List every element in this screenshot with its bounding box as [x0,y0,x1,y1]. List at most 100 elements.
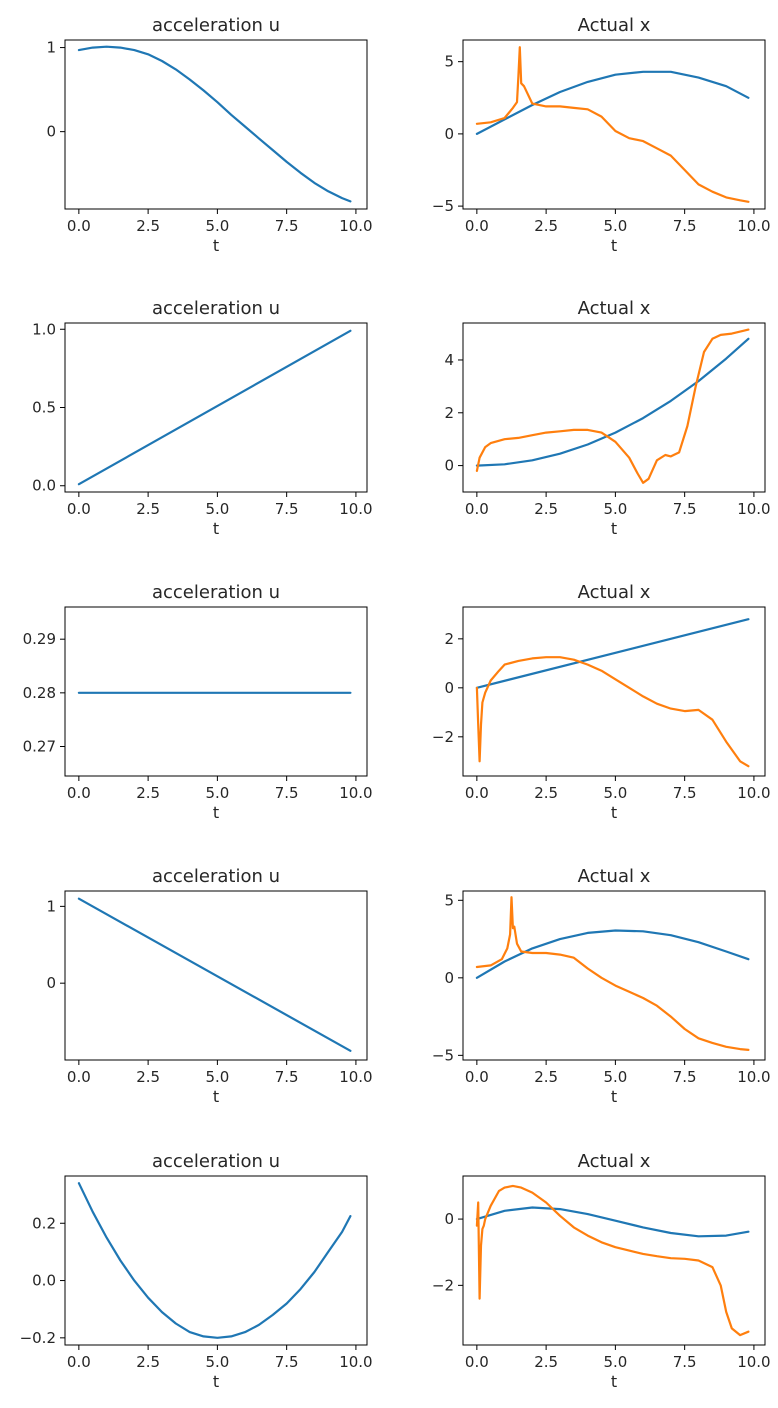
series-line-2 [475,656,750,768]
subplot-title: acceleration u [152,866,280,887]
series-line-1 [475,70,750,135]
x-tick-label: 10.0 [339,217,372,235]
y-tick-label: 0 [444,679,454,697]
x-tick-label: 7.5 [275,500,299,518]
x-tick-label: 5.0 [205,1068,229,1086]
y-tick-label: 1.0 [32,320,56,338]
subplot-title: Actual x [578,298,651,319]
y-tick-label: −5 [432,1046,454,1064]
y-tick-label: 0 [444,969,454,987]
series-line-2 [475,328,750,484]
x-axis-label: t [213,803,219,822]
x-tick-label: 10.0 [737,784,770,802]
y-tick-label: 0.2 [32,1214,56,1232]
x-tick-label: 5.0 [205,1353,229,1371]
series-line-1 [77,45,352,203]
x-axis-label: t [213,519,219,538]
x-tick-label: 10.0 [737,1353,770,1371]
x-tick-label: 7.5 [673,1353,697,1371]
y-tick-label: 0.29 [23,630,56,648]
subplot-1: 0.0 2.5 5.0 7.5 10.0 0 1 acceleration u t [46,15,372,255]
y-tick-label: 2 [444,404,454,422]
x-tick-label: 7.5 [275,784,299,802]
subplot-title: Actual x [578,1151,651,1172]
x-tick-label: 2.5 [534,1068,558,1086]
series-line-2 [475,896,750,1052]
x-tick-label: 10.0 [339,1068,372,1086]
x-tick-label: 0.0 [67,217,91,235]
x-axis-label: t [611,1087,617,1106]
subplot-5: 0.0 2.5 5.0 7.5 10.0 0.27 0.28 0.29 acceleration… [23,582,373,822]
subplot-4: 0.0 2.5 5.0 7.5 10.0 0 2 4 Actual x t [444,298,770,538]
axes-frame [462,1175,766,1346]
x-tick-label: 2.5 [534,500,558,518]
y-tick-label: 1 [46,39,56,57]
x-tick-label: 2.5 [534,217,558,235]
y-tick-label: 0 [46,974,56,992]
y-tick-label: 0 [46,123,56,141]
subplot-9: 0.0 2.5 5.0 7.5 10.0 −0.2 0.0 0.2 acceleration u… [20,1151,373,1391]
subplot-title: acceleration u [152,298,280,319]
x-tick-label: 7.5 [673,784,697,802]
subplot-10: 0.0 2.5 5.0 7.5 10.0 −2 0 Actual x t [432,1151,771,1391]
x-tick-label: 2.5 [136,217,160,235]
subplot-8: 0.0 2.5 5.0 7.5 10.0 −5 0 5 Actual x t [432,866,771,1106]
subplot-title: Actual x [578,866,651,887]
x-tick-label: 2.5 [534,1353,558,1371]
y-tick-label: 0.0 [32,1272,56,1290]
x-tick-label: 5.0 [205,500,229,518]
x-tick-label: 0.0 [67,500,91,518]
y-tick-label: 5 [444,53,454,71]
x-tick-label: 10.0 [339,500,372,518]
y-tick-label: 0.27 [23,737,56,755]
y-tick-label: 5 [444,891,454,909]
x-tick-label: 10.0 [339,784,372,802]
y-tick-label: 0.28 [23,684,56,702]
x-axis-label: t [213,1372,219,1391]
x-tick-label: 10.0 [737,217,770,235]
subplot-title: acceleration u [152,15,280,36]
x-axis-label: t [611,1372,617,1391]
axes-frame [462,606,766,777]
x-tick-label: 0.0 [465,1068,489,1086]
x-tick-label: 2.5 [136,1068,160,1086]
y-tick-label: 0 [444,1210,454,1228]
axes-frame [64,606,368,777]
x-tick-label: 5.0 [205,784,229,802]
x-axis-label: t [611,519,617,538]
x-tick-label: 7.5 [673,500,697,518]
axes-frame [64,39,368,210]
axes-frame [64,890,368,1061]
y-tick-label: 0.0 [32,477,56,495]
series-line-1 [77,329,352,486]
y-tick-label: 0.5 [32,399,56,417]
series-line-1 [77,1182,352,1339]
series-line-1 [475,929,750,979]
x-tick-label: 0.0 [465,1353,489,1371]
x-tick-label: 10.0 [737,500,770,518]
x-tick-label: 5.0 [603,1068,627,1086]
axes-frame [64,1175,368,1346]
x-tick-label: 2.5 [136,1353,160,1371]
series-line-2 [475,1184,750,1337]
x-axis-label: t [213,236,219,255]
x-tick-label: 5.0 [205,217,229,235]
subplot-6: 0.0 2.5 5.0 7.5 10.0 −2 0 2 Actual x t [432,582,771,822]
y-tick-label: 1 [46,897,56,915]
x-tick-label: 0.0 [67,784,91,802]
subplot-title: Actual x [578,15,651,36]
y-tick-label: 4 [444,351,454,369]
y-tick-label: 2 [444,630,454,648]
x-tick-label: 5.0 [603,784,627,802]
x-tick-label: 7.5 [673,217,697,235]
axes-frame [462,890,766,1061]
x-tick-label: 2.5 [136,500,160,518]
subplot-title: Actual x [578,582,651,603]
y-tick-label: −2 [432,728,454,746]
x-tick-label: 10.0 [339,1353,372,1371]
series-line-1 [475,1206,750,1238]
x-tick-label: 5.0 [603,217,627,235]
x-tick-label: 5.0 [603,500,627,518]
series-line-2 [475,46,750,203]
